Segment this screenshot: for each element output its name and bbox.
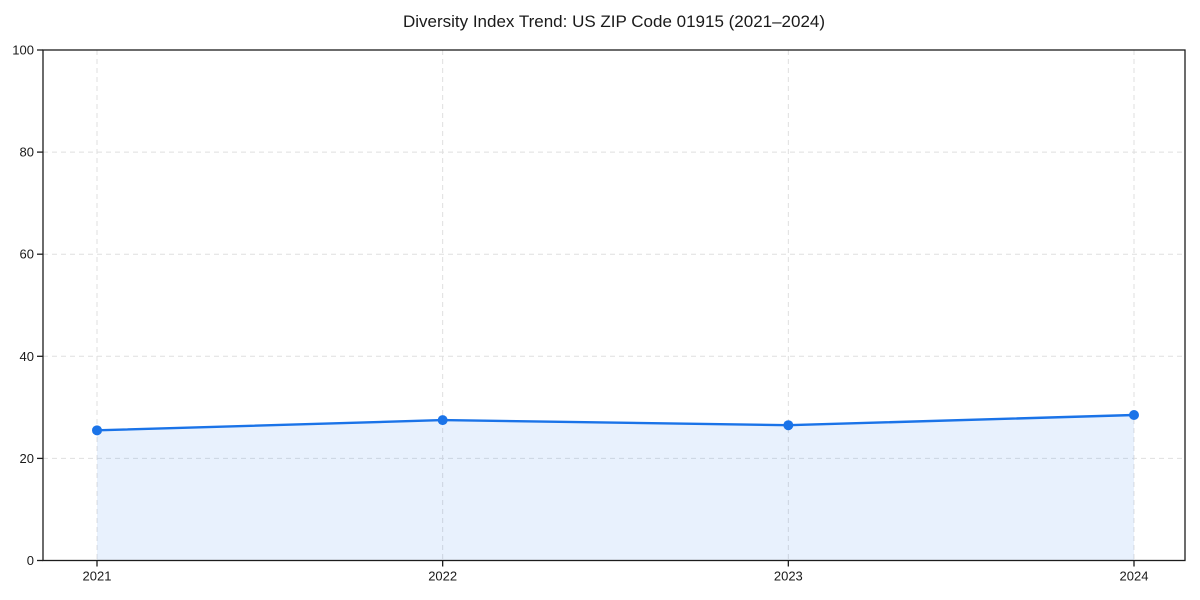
y-tick-label: 20 [20, 451, 34, 466]
data-point [1129, 410, 1139, 421]
x-tick-label: 2023 [774, 569, 803, 584]
x-tick-label: 2022 [428, 569, 457, 584]
area-fill [97, 415, 1134, 561]
y-tick-label: 100 [12, 43, 34, 58]
x-tick-label: 2021 [83, 569, 112, 584]
y-tick-label: 40 [20, 349, 34, 364]
y-tick-label: 80 [20, 145, 34, 160]
y-tick-label: 0 [27, 553, 34, 568]
data-point [92, 425, 102, 436]
data-point [437, 415, 448, 426]
plot-border [42, 49, 1186, 562]
x-tick-label: 2024 [1120, 569, 1149, 584]
chart-title: Diversity Index Trend: US ZIP Code 01915… [402, 12, 826, 31]
data-line [95, 413, 1136, 432]
data-point [783, 420, 794, 431]
y-tick-label: 60 [20, 247, 34, 262]
